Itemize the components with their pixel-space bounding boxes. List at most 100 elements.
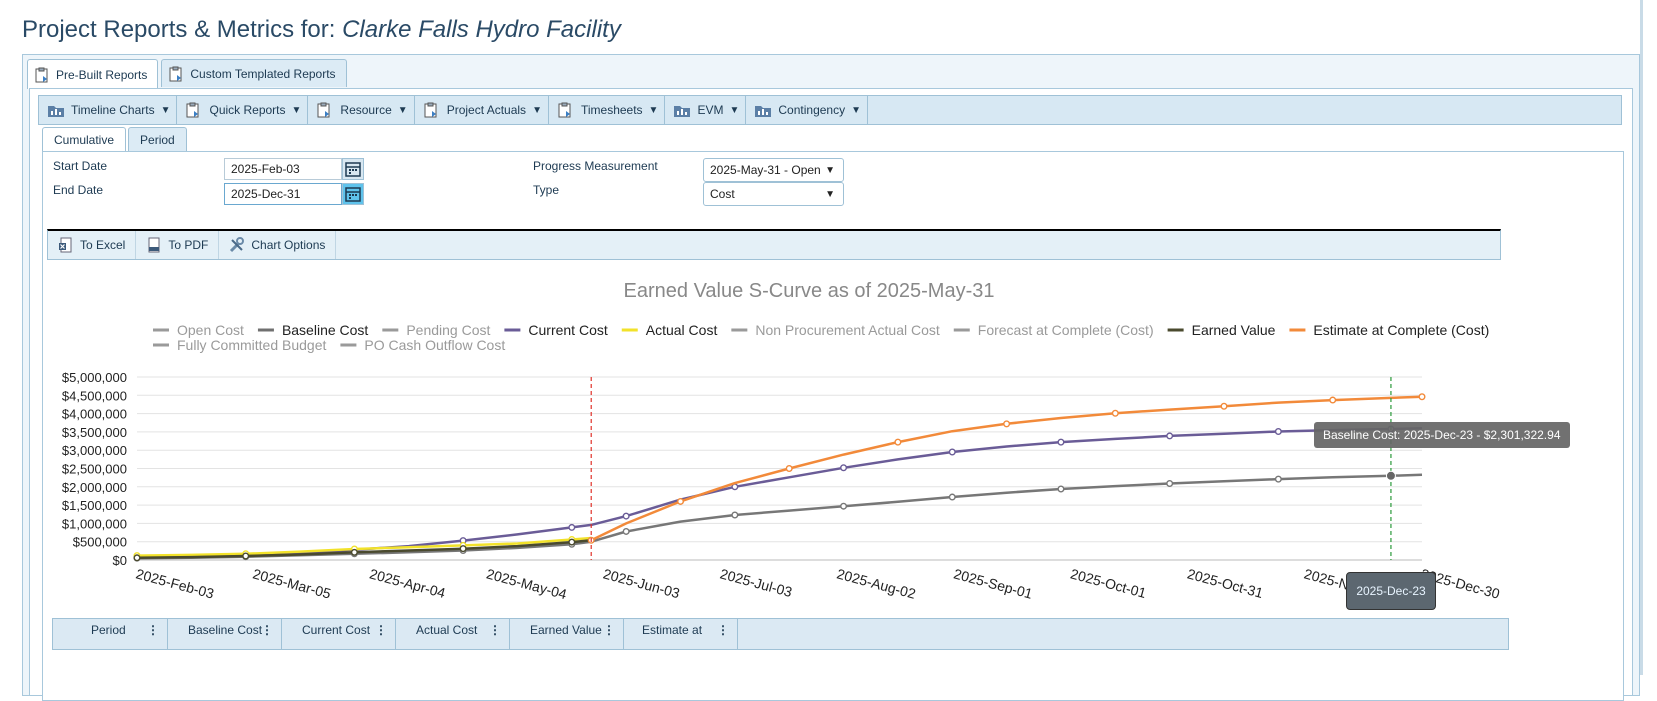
column-header-estimate-at-complete[interactable]: Estimate at ⋮	[624, 619, 738, 649]
chevron-down-icon: ▼	[825, 189, 835, 200]
column-menu-icon[interactable]: ⋮	[489, 623, 501, 637]
x-tick-label: 2025-Apr-04	[368, 565, 448, 601]
report-clipboard-icon	[168, 66, 184, 82]
data-point	[1166, 432, 1174, 440]
tab-pre-built-reports[interactable]: Pre-Built Reports	[27, 59, 159, 89]
hover-point	[1385, 470, 1396, 481]
chevron-down-icon: ▼	[648, 104, 659, 116]
legend-item-label: Non Procurement Actual Cost	[755, 322, 940, 338]
data-point	[1274, 428, 1282, 436]
legend-item-label: Actual Cost	[646, 322, 718, 338]
start-date-input[interactable]: 2025-Feb-03	[224, 158, 342, 180]
chevron-down-icon: ▼	[729, 104, 740, 116]
chart-series-lines	[133, 393, 1426, 562]
menu-quick-reports[interactable]: Quick Reports ▼	[177, 96, 309, 124]
to-excel-button[interactable]: To Excel	[48, 231, 137, 259]
type-label: Type	[533, 183, 560, 197]
facility-name: Clarke Falls Hydro Facility	[342, 16, 621, 43]
x-tick-label: 2025-May-04	[485, 565, 569, 602]
folder-chart-icon	[47, 102, 65, 118]
reference-lines	[590, 377, 1396, 560]
menu-resource[interactable]: Resource ▼	[308, 96, 415, 124]
legend-item-label: PO Cash Outflow Cost	[364, 337, 505, 353]
column-menu-icon[interactable]: ⋮	[375, 623, 387, 637]
menu-timeline-charts[interactable]: Timeline Charts ▼	[39, 96, 178, 124]
end-date-input[interactable]: 2025-Dec-31	[224, 183, 342, 205]
menu-label: Project Actuals	[446, 103, 527, 117]
to-pdf-button[interactable]: To PDF	[136, 231, 220, 259]
data-point	[622, 527, 630, 535]
data-point	[731, 511, 739, 519]
y-tick-label: $1,500,000	[62, 498, 127, 513]
start-date-label: Start Date	[53, 159, 108, 173]
menu-project-actuals[interactable]: Project Actuals ▼	[415, 96, 549, 124]
data-point	[840, 464, 848, 472]
data-point	[1418, 393, 1426, 401]
x-tick-label: 2025-Mar-05	[251, 565, 333, 601]
report-clipboard-icon	[423, 102, 441, 118]
legend-item-label: Current Cost	[528, 322, 607, 338]
progress-measurement-select[interactable]: 2025-May-31 - Open ▼	[703, 158, 844, 182]
view-mode-tabs: Cumulative Period	[42, 127, 189, 152]
folder-chart-icon	[673, 102, 691, 118]
calendar-icon[interactable]	[342, 158, 364, 180]
column-menu-icon[interactable]: ⋮	[603, 623, 615, 637]
x-tick-label: 2025-Sep-01	[952, 565, 1035, 601]
y-tick-label: $4,500,000	[62, 388, 127, 403]
menu-contingency[interactable]: Contingency ▼	[746, 96, 868, 124]
data-point	[242, 552, 250, 560]
column-header-earned-value[interactable]: Earned Value ⋮	[510, 619, 624, 649]
menu-label: Quick Reports	[209, 103, 286, 117]
tab-period[interactable]: Period	[128, 127, 187, 151]
tab-custom-templated-reports[interactable]: Custom Templated Reports	[161, 59, 347, 87]
x-hover-label: 2025-Dec-23	[1346, 572, 1436, 610]
excel-export-icon	[58, 237, 74, 253]
report-menu-bar: Timeline Charts ▼ Quick Reports ▼ Resource…	[38, 95, 1622, 125]
x-tick-label: 2025-Jul-03	[718, 565, 794, 600]
chevron-down-icon: ▼	[532, 104, 542, 116]
x-tick-label: 2025-Oct-31	[1186, 565, 1266, 601]
chart-legend: Open Cost Baseline Cost Pending Cost Curren…	[153, 322, 1489, 353]
column-header-actual-cost[interactable]: Actual Cost ⋮	[396, 619, 510, 649]
legend-item-label: Open Cost	[177, 322, 244, 338]
chevron-down-icon: ▼	[291, 104, 302, 116]
data-point	[894, 438, 902, 446]
chart-options-button[interactable]: Chart Options	[219, 231, 337, 259]
column-label: Estimate at	[642, 623, 703, 637]
column-menu-icon[interactable]: ⋮	[147, 623, 159, 637]
column-header-baseline-cost[interactable]: Baseline Cost ⋮	[168, 619, 282, 649]
column-label: Baseline Cost	[188, 623, 263, 637]
data-point	[1003, 420, 1011, 428]
x-tick-label: 2025-Aug-02	[835, 565, 918, 601]
column-label: Earned Value	[530, 623, 602, 637]
folder-chart-icon	[754, 102, 772, 118]
series-line-actual-cost	[136, 536, 592, 557]
series-line-earned-value	[136, 538, 592, 560]
progress-measurement-label: Progress Measurement	[533, 159, 658, 173]
legend-item-label: Earned Value	[1192, 322, 1276, 338]
menu-label: Timeline Charts	[71, 103, 155, 117]
chart-tooltip: Baseline Cost: 2025-Dec-23 - $2,301,322.…	[1314, 422, 1570, 448]
data-point	[459, 545, 467, 553]
column-header-period[interactable]: Period ⋮	[53, 619, 168, 649]
series-line-current-cost	[136, 426, 1423, 559]
data-point	[840, 502, 848, 510]
column-header-current-cost[interactable]: Current Cost ⋮	[282, 619, 396, 649]
legend-item-label: Pending Cost	[406, 322, 490, 338]
wrench-tools-icon	[229, 237, 245, 253]
scrollbar-track[interactable]	[1640, 0, 1643, 675]
legend-item-label: Forecast at Complete (Cost)	[978, 322, 1154, 338]
menu-timesheets[interactable]: Timesheets ▼	[549, 96, 666, 124]
legend-item-label: Fully Committed Budget	[177, 337, 327, 353]
menu-evm[interactable]: EVM ▼	[665, 96, 747, 124]
report-clipboard-icon	[316, 102, 334, 118]
type-select[interactable]: Cost ▼	[703, 182, 844, 206]
column-label: Current Cost	[302, 623, 371, 637]
y-tick-label: $2,000,000	[62, 480, 127, 495]
calendar-icon[interactable]	[342, 183, 364, 205]
column-menu-icon[interactable]: ⋮	[717, 623, 729, 637]
data-point	[948, 493, 956, 501]
pdf-export-icon	[146, 237, 162, 253]
tab-cumulative[interactable]: Cumulative	[42, 127, 127, 152]
column-menu-icon[interactable]: ⋮	[261, 623, 273, 637]
